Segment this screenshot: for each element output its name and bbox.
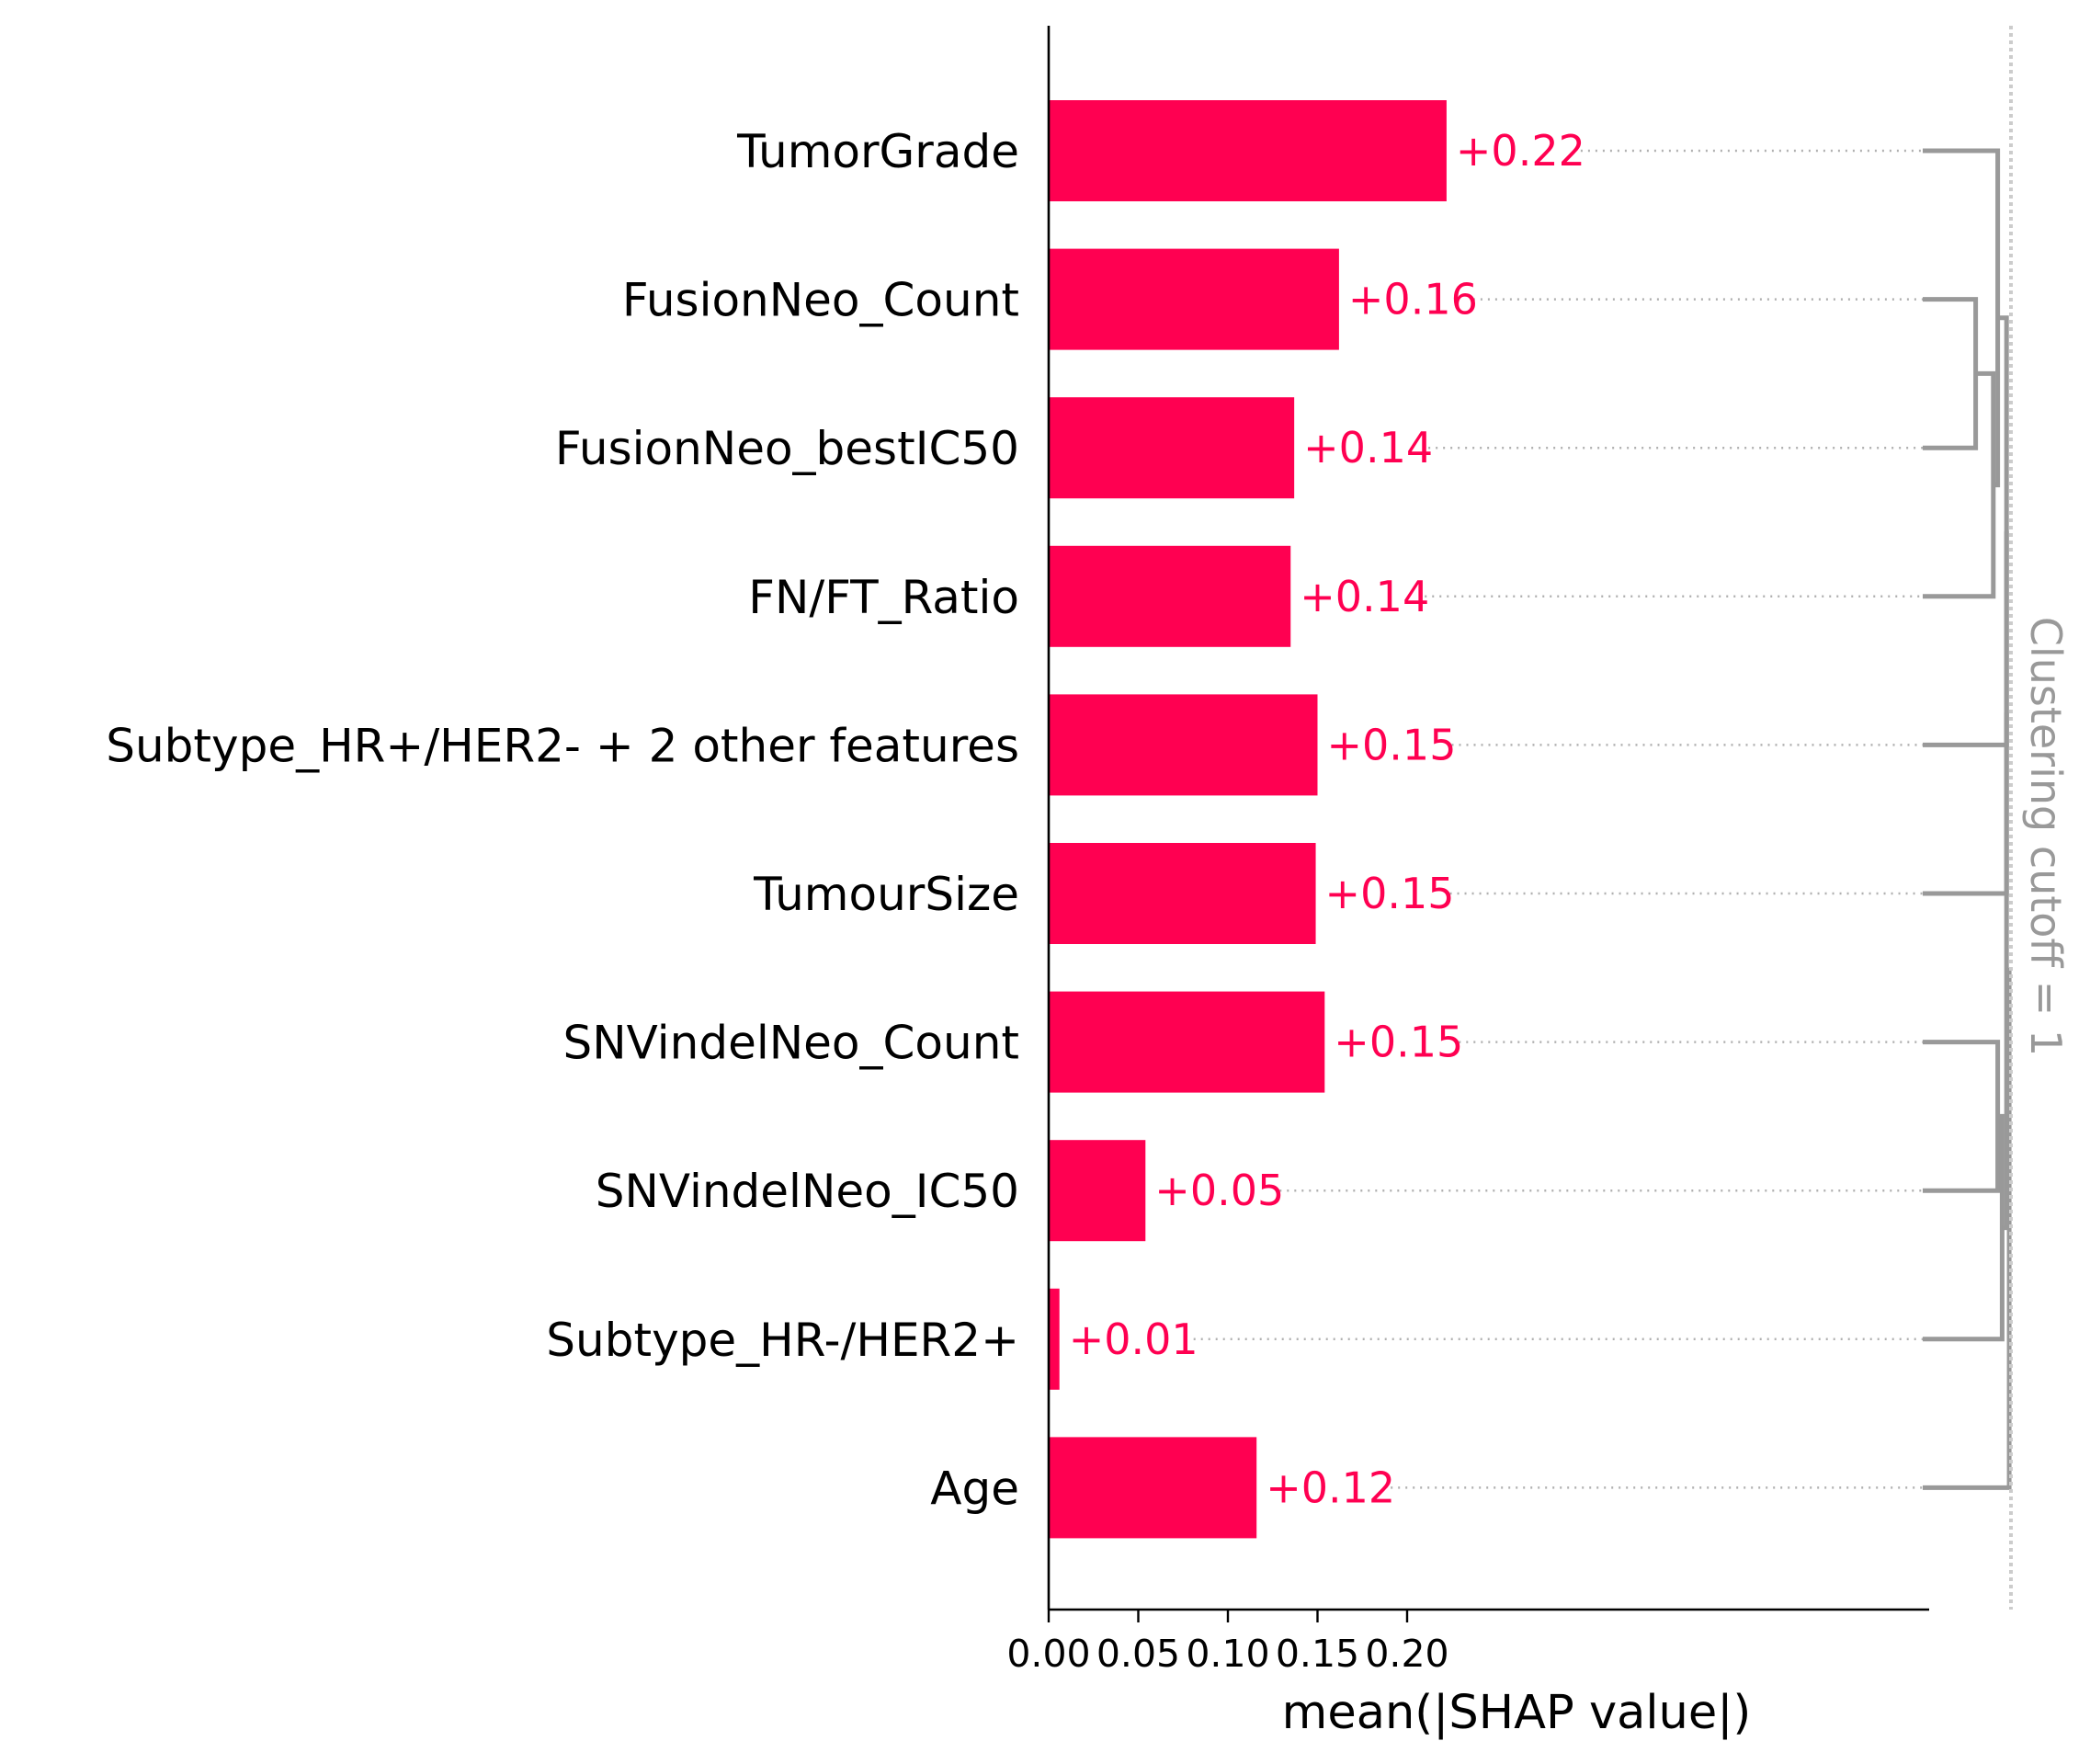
dendrogram-link — [1923, 967, 2012, 1490]
feature-label: FusionNeo_bestIC50 — [555, 422, 1019, 475]
bar — [1049, 843, 1316, 944]
bar — [1049, 397, 1295, 499]
x-tick-label: 0.10 — [1186, 1632, 1269, 1676]
value-label: +0.14 — [1300, 572, 1429, 621]
feature-label: SNVindelNeo_IC50 — [596, 1165, 1019, 1218]
bar — [1049, 1437, 1257, 1539]
feature-label: Subtype_HR+/HER2- + 2 other features — [106, 719, 1019, 772]
value-label: +0.14 — [1303, 423, 1433, 472]
feature-label: Subtype_HR-/HER2+ — [546, 1314, 1019, 1367]
value-labels-layer: +0.22 +0.16 +0.14 +0.14 +0.15 +0.15 +0.15 +0.05… — [1069, 126, 1585, 1512]
dendrogram-layer: Clustering cutoff = 1 — [1923, 26, 2071, 1610]
value-label: +0.15 — [1327, 720, 1457, 769]
feature-label: TumorGrade — [736, 125, 1019, 178]
feature-labels-layer: TumorGrade FusionNeo_Count FusionNeo_bestI… — [106, 125, 1019, 1515]
dendrogram-link — [2002, 712, 2009, 1231]
x-tick-label: 0.00 — [1006, 1632, 1090, 1676]
cutoff-label: Clustering cutoff = 1 — [2021, 617, 2071, 1056]
dendrogram-link — [1923, 297, 1979, 450]
x-tick-label: 0.05 — [1096, 1632, 1180, 1676]
dendrogram-link — [1923, 1113, 2005, 1342]
bars-layer — [1049, 100, 1447, 1539]
value-label: +0.15 — [1334, 1018, 1463, 1067]
dendrogram-link — [1923, 370, 1996, 599]
value-label: +0.15 — [1325, 869, 1455, 918]
bar — [1049, 100, 1447, 201]
dotted-guides-layer — [1193, 149, 1923, 1489]
bar — [1049, 1140, 1146, 1242]
x-tick-label: 0.20 — [1365, 1632, 1448, 1676]
bar — [1049, 1288, 1060, 1390]
dendrogram-link — [1923, 1040, 2001, 1193]
bar — [1049, 694, 1318, 796]
value-label: +0.16 — [1348, 275, 1478, 324]
value-label: +0.05 — [1154, 1166, 1284, 1215]
feature-label: TumourSize — [753, 868, 1019, 921]
value-label: +0.12 — [1266, 1462, 1395, 1512]
feature-label: SNVindelNeo_Count — [563, 1017, 1019, 1070]
bar — [1049, 545, 1291, 647]
bar — [1049, 991, 1325, 1093]
value-label: +0.01 — [1069, 1314, 1198, 1364]
feature-label: FN/FT_Ratio — [748, 571, 1019, 624]
x-axis-title: mean(|SHAP value|) — [1282, 1686, 1752, 1740]
feature-label: FusionNeo_Count — [622, 274, 1019, 327]
dendrogram-link — [1923, 148, 2001, 488]
x-tick-label: 0.15 — [1276, 1632, 1359, 1676]
feature-label: Age — [930, 1462, 1019, 1515]
bar — [1049, 248, 1339, 350]
axes-layer: 0.00 0.05 0.10 0.15 0.20 mean(|SHAP value|) — [1006, 26, 1929, 1740]
value-label: +0.22 — [1456, 126, 1585, 176]
